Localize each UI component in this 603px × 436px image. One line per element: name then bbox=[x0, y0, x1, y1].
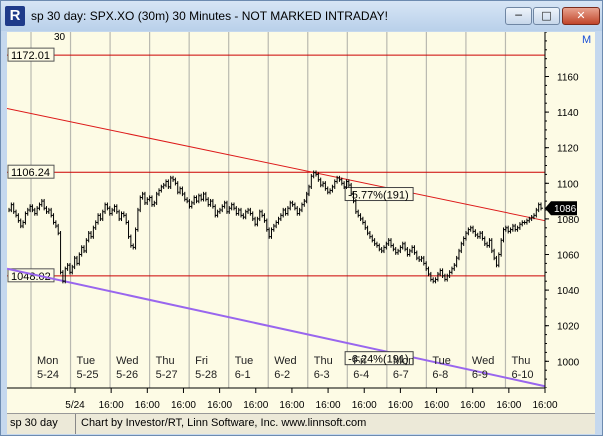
day-label-dow: Wed bbox=[472, 355, 494, 367]
price-series bbox=[8, 170, 543, 284]
corner-marker: M bbox=[582, 34, 591, 46]
day-label-dow: Tue bbox=[432, 355, 451, 367]
day-label-dow: Tue bbox=[235, 355, 254, 367]
day-label-date: 6-10 bbox=[511, 369, 533, 381]
trendline bbox=[7, 267, 546, 388]
x-tick-label: 16:00 bbox=[171, 400, 196, 411]
maximize-button[interactable]: □ bbox=[533, 7, 560, 25]
status-chart-name: sp 30 day bbox=[10, 417, 58, 429]
y-tick-label: 1140 bbox=[557, 108, 579, 119]
day-label-date: 6-4 bbox=[353, 369, 369, 381]
maximize-icon: □ bbox=[541, 9, 552, 22]
day-label-date: 6-8 bbox=[432, 369, 448, 381]
price-chart[interactable]: 1172.01 1106.24 1048.02 -5.77%(191) -6.24%(… bbox=[7, 32, 595, 413]
trendline-label: -5.77%(191) bbox=[348, 190, 409, 202]
close-button[interactable]: ✕ bbox=[562, 7, 600, 25]
day-label-dow: Thu bbox=[314, 355, 333, 367]
x-tick-label: 16:00 bbox=[460, 400, 485, 411]
trendlines: -5.77%(191) -6.24%(191) bbox=[7, 108, 546, 388]
y-tick-label: 1040 bbox=[557, 286, 580, 297]
x-tick-label: 16:00 bbox=[352, 400, 377, 411]
level-label-box bbox=[7, 164, 55, 179]
chart-labels: Mon 5-24 Tue 5-25 Wed 5-26 Thu 5-27 Fri 5-28 Tue 6-… bbox=[37, 355, 533, 381]
x-tick-label: 16:00 bbox=[135, 400, 160, 411]
investor-rt-logo-icon: R bbox=[5, 6, 25, 26]
day-label-date: 5-24 bbox=[37, 369, 59, 381]
trendline bbox=[7, 108, 546, 222]
y-tick-label: 1020 bbox=[557, 322, 580, 333]
x-tick-label: 16:00 bbox=[316, 400, 341, 411]
x-tick-label: 16:00 bbox=[388, 400, 413, 411]
day-label-dow: Thu bbox=[511, 355, 530, 367]
trendline-label: -6.24%(191) bbox=[348, 354, 409, 366]
day-label-date: 5-27 bbox=[156, 369, 178, 381]
last-price-marker bbox=[545, 201, 577, 216]
day-label-dow: Mon bbox=[393, 355, 414, 367]
x-tick-label: 16:00 bbox=[279, 400, 304, 411]
status-credit: Chart by Investor/RT, Linn Software, Inc… bbox=[81, 417, 367, 429]
x-tick-label: 16:00 bbox=[424, 400, 449, 411]
day-label-date: 5-28 bbox=[195, 369, 217, 381]
day-label-dow: Thu bbox=[156, 355, 175, 367]
y-tick-label: 1000 bbox=[557, 357, 580, 368]
partial-label: 30 bbox=[54, 32, 66, 43]
x-tick-label: 16:00 bbox=[207, 400, 232, 411]
day-label-dow: Fri bbox=[195, 355, 208, 367]
day-label-dow: Wed bbox=[116, 355, 138, 367]
horizontal-levels: 1172.01 1106.24 1048.02 bbox=[7, 47, 545, 283]
day-label-date: 6-3 bbox=[314, 369, 330, 381]
close-icon: ✕ bbox=[576, 9, 586, 22]
day-label-date: 5-25 bbox=[77, 369, 99, 381]
day-label-dow: Mon bbox=[37, 355, 58, 367]
level-label: 1172.01 bbox=[11, 50, 50, 62]
y-tick-label: 1080 bbox=[557, 215, 580, 226]
trendline-label-box bbox=[344, 187, 414, 202]
minimize-icon: ─ bbox=[515, 9, 522, 22]
window-title: sp 30 day: SPX.XO (30m) 30 Minutes - NOT… bbox=[31, 9, 388, 23]
day-label-date: 6-2 bbox=[274, 369, 290, 381]
day-label-date: 6-7 bbox=[393, 369, 409, 381]
x-tick-label: 16:00 bbox=[532, 400, 557, 411]
day-label-dow: Fri bbox=[353, 355, 366, 367]
last-price-label: 1086 bbox=[554, 204, 577, 215]
x-tick-label: 16:00 bbox=[243, 400, 268, 411]
level-label: 1048.02 bbox=[11, 271, 51, 283]
y-axis-panel bbox=[545, 32, 595, 413]
y-tick-label: 1160 bbox=[557, 73, 579, 84]
y-tick-label: 1060 bbox=[557, 251, 580, 262]
x-tick-label: 16:00 bbox=[496, 400, 521, 411]
day-label-date: 6-9 bbox=[472, 369, 488, 381]
chart-canvas: 1172.01 1106.24 1048.02 -5.77%(191) -6.24%(… bbox=[7, 32, 595, 413]
minimize-button[interactable]: ─ bbox=[505, 7, 532, 25]
status-bar: sp 30 day Chart by Investor/RT, Linn Sof… bbox=[7, 413, 595, 434]
y-tick-label: 1100 bbox=[557, 179, 579, 190]
y-tick-label: 1120 bbox=[557, 144, 579, 155]
level-label: 1106.24 bbox=[11, 167, 50, 179]
x-axis-panel bbox=[7, 388, 595, 413]
title-bar[interactable]: R sp 30 day: SPX.XO (30m) 30 Minutes - N… bbox=[1, 1, 602, 31]
trendline-label-box bbox=[344, 351, 414, 366]
day-label-date: 5-26 bbox=[116, 369, 138, 381]
x-tick-label: 5/24 bbox=[65, 400, 85, 411]
level-label-box bbox=[7, 47, 55, 62]
axes: 1000 1020 1040 1060 1080 1100 1120 1140 1160 1086… bbox=[7, 32, 595, 413]
day-label-date: 6-1 bbox=[235, 369, 251, 381]
day-label-dow: Wed bbox=[274, 355, 296, 367]
day-label-dow: Tue bbox=[77, 355, 96, 367]
x-tick-label: 16:00 bbox=[99, 400, 124, 411]
status-divider bbox=[75, 414, 76, 434]
